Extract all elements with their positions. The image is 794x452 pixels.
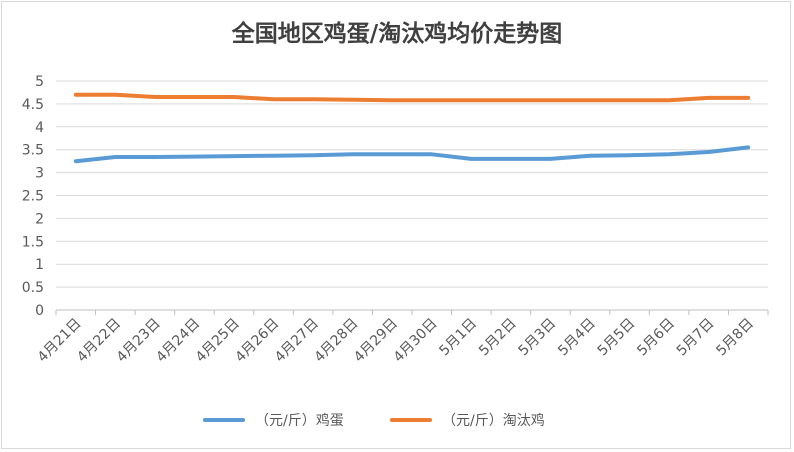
x-tick-label: 4月30日	[391, 316, 441, 366]
y-tick-label: 1	[35, 257, 44, 273]
y-axis-ticks: 0 0.5 1 1.5 2 2.5 3 3.5 4 4.5 5	[22, 74, 44, 319]
y-tick-label: 4.5	[22, 97, 44, 113]
chart-title: 全国地区鸡蛋/淘汰鸡均价走势图	[231, 20, 563, 47]
y-tick-label: 0.5	[22, 280, 44, 296]
x-tick-label: 5月7日	[674, 316, 718, 360]
x-axis-ticks: 4月21日4月22日4月23日4月24日4月25日4月26日4月27日4月28日…	[35, 316, 757, 366]
x-tick-label: 5月6日	[634, 316, 678, 360]
y-tick-label: 3	[35, 166, 44, 182]
series-line-0	[73, 145, 751, 164]
legend: （元/斤）鸡蛋 （元/斤）淘汰鸡	[203, 412, 545, 429]
y-tick-label: 0	[35, 303, 44, 319]
x-tick-label: 5月4日	[555, 316, 599, 360]
y-tick-label: 5	[35, 74, 44, 90]
legend-label-0: （元/斤）鸡蛋	[255, 412, 344, 429]
y-tick-label: 2	[35, 211, 44, 227]
legend-label-1: （元/斤）淘汰鸡	[442, 412, 545, 429]
series-line-1	[73, 92, 751, 103]
x-tick-label: 5月3日	[516, 316, 560, 360]
y-tick-label: 1.5	[22, 234, 44, 250]
y-tick-label: 4	[35, 120, 44, 136]
series-lines	[73, 92, 751, 164]
x-tick-label: 5月5日	[595, 316, 639, 360]
y-tick-label: 3.5	[22, 143, 44, 159]
x-axis	[55, 309, 769, 315]
x-tick-label: 5月2日	[476, 316, 520, 360]
x-tick-label: 5月1日	[436, 316, 480, 360]
gridlines	[56, 80, 768, 288]
y-tick-label: 2.5	[22, 189, 44, 205]
x-tick-label: 5月8日	[713, 316, 757, 360]
